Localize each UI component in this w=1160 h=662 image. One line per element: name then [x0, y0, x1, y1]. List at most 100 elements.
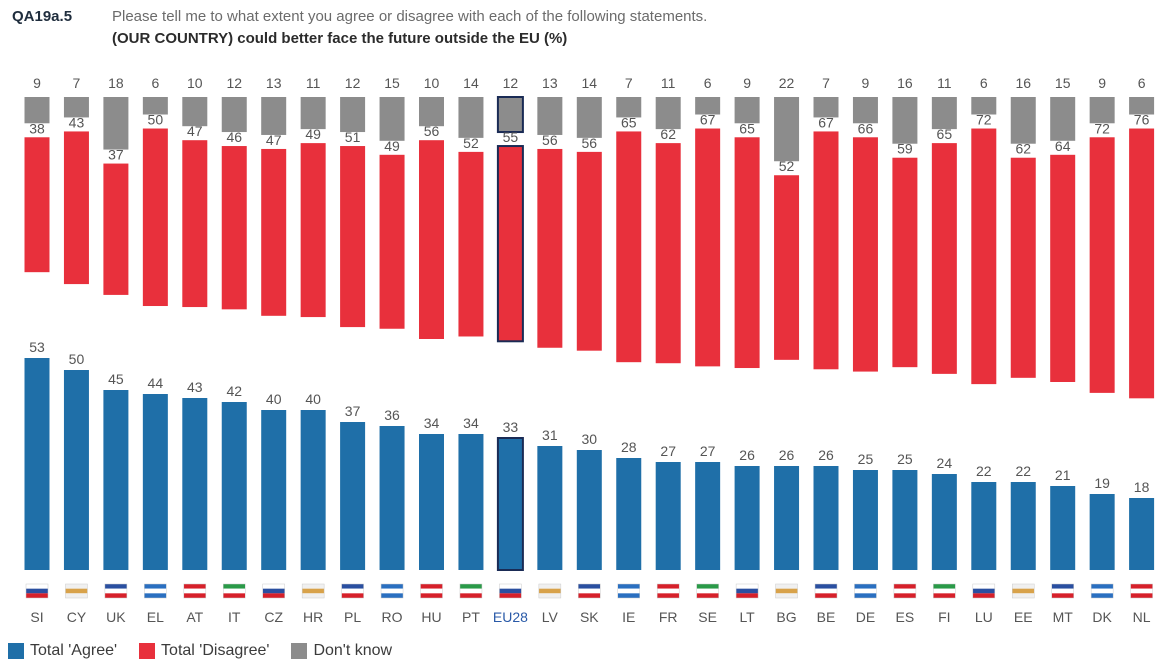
- bar-dontknow-eu28: [496, 96, 524, 134]
- label-agree-bg: 26: [779, 447, 795, 463]
- bar-agree-be: [813, 466, 839, 570]
- bar-disagree-cz: [261, 148, 287, 316]
- flag-icon-de: [854, 583, 877, 599]
- bar-agree-fr: [655, 462, 681, 570]
- bar-disagree-fr: [655, 143, 681, 364]
- legend-item-agree: Total 'Agree': [8, 642, 117, 660]
- bar-disagree-hu: [419, 140, 444, 339]
- bar-disagree-bg: [774, 175, 800, 360]
- flag-icon-el: [144, 583, 167, 599]
- category-label-ee: EE: [1014, 609, 1033, 625]
- bar-agree-mt: [1050, 486, 1076, 570]
- label-agree-ie: 28: [621, 439, 637, 455]
- bar-disagree-si: [24, 137, 50, 273]
- bar-disagree-mt: [1050, 154, 1076, 382]
- bar-disagree-eu28: [496, 145, 524, 343]
- category-label-dk: DK: [1092, 609, 1112, 625]
- bar-dontknow-pl: [340, 97, 366, 133]
- bar-dontknow-ie: [616, 97, 642, 118]
- bar-dontknow-ro: [379, 97, 405, 141]
- bar-dontknow-dk: [1089, 97, 1115, 124]
- bar-agree-bg: [774, 466, 800, 570]
- bar-disagree-be: [813, 131, 839, 370]
- label-dontknow-fi: 11: [937, 75, 952, 91]
- label-dontknow-si: 9: [33, 75, 41, 91]
- flag-icon-at: [183, 583, 207, 599]
- flag-icon-ee: [1012, 583, 1035, 599]
- label-dontknow-it: 12: [226, 75, 242, 91]
- label-disagree-lu: 72: [976, 112, 992, 128]
- bar-disagree-it: [221, 146, 247, 310]
- bar-disagree-lt: [734, 137, 760, 369]
- bar-agree-at: [182, 398, 208, 570]
- flag-icon-es: [893, 583, 917, 599]
- bar-dontknow-sk: [576, 97, 602, 138]
- bar-disagree-at: [182, 140, 208, 308]
- flag-icon-fi: [933, 583, 956, 599]
- category-label-fi: FI: [938, 609, 950, 625]
- label-agree-ee: 22: [1015, 463, 1031, 479]
- label-disagree-mt: 64: [1055, 138, 1071, 154]
- label-disagree-ee: 62: [1015, 141, 1031, 157]
- bar-disagree-cy: [63, 131, 89, 285]
- label-agree-dk: 19: [1094, 475, 1110, 491]
- bar-dontknow-si: [24, 97, 50, 124]
- category-label-be: BE: [817, 609, 836, 625]
- category-label-fr: FR: [659, 609, 678, 625]
- bar-dontknow-bg: [774, 97, 800, 162]
- bar-agree-lv: [537, 446, 563, 570]
- bar-agree-se: [695, 462, 721, 570]
- label-disagree-it: 46: [226, 129, 242, 145]
- label-agree-uk: 45: [108, 371, 124, 387]
- flag-icon-it: [223, 583, 246, 599]
- bar-agree-cy: [63, 370, 89, 570]
- flag-icon-lt: [735, 583, 759, 599]
- category-label-es: ES: [896, 609, 915, 625]
- flag-icon-si: [25, 583, 49, 599]
- bar-dontknow-fi: [931, 97, 957, 130]
- category-label-se: SE: [698, 609, 717, 625]
- bar-dontknow-se: [695, 97, 721, 115]
- category-label-ie: IE: [622, 609, 635, 625]
- label-dontknow-dk: 9: [1098, 75, 1106, 91]
- category-label-sk: SK: [580, 609, 599, 625]
- label-agree-hu: 34: [424, 415, 440, 431]
- label-disagree-eu28: 55: [503, 129, 519, 145]
- label-dontknow-se: 6: [704, 75, 712, 91]
- bar-disagree-el: [142, 128, 168, 307]
- label-agree-it: 42: [226, 383, 242, 399]
- flag-icon-pl: [341, 583, 364, 599]
- flag-icon-eu28: [499, 583, 522, 599]
- category-label-hu: HU: [421, 609, 441, 625]
- bar-dontknow-mt: [1050, 97, 1076, 141]
- bar-agree-el: [142, 394, 168, 570]
- label-dontknow-de: 9: [862, 75, 870, 91]
- category-label-at: AT: [186, 609, 203, 625]
- label-disagree-el: 50: [148, 112, 164, 128]
- bar-agree-ie: [616, 458, 642, 570]
- label-dontknow-lu: 6: [980, 75, 988, 91]
- label-dontknow-ee: 16: [1015, 75, 1031, 91]
- bar-dontknow-it: [221, 97, 247, 133]
- label-disagree-hr: 49: [305, 126, 321, 142]
- label-agree-el: 44: [148, 375, 164, 391]
- flag-icon-sk: [578, 583, 601, 599]
- label-dontknow-es: 16: [897, 75, 913, 91]
- label-dontknow-lt: 9: [743, 75, 751, 91]
- bar-agree-uk: [103, 390, 129, 570]
- label-agree-cy: 50: [69, 351, 85, 367]
- bar-agree-de: [852, 470, 878, 570]
- label-dontknow-nl: 6: [1138, 75, 1146, 91]
- bar-dontknow-be: [813, 97, 839, 118]
- category-label-uk: UK: [106, 609, 126, 625]
- label-agree-hr: 40: [305, 391, 321, 407]
- bar-dontknow-lt: [734, 97, 760, 124]
- label-disagree-sk: 56: [582, 135, 598, 151]
- flag-icon-hu: [420, 583, 443, 599]
- label-agree-pl: 37: [345, 403, 361, 419]
- label-dontknow-ie: 7: [625, 75, 633, 91]
- label-dontknow-at: 10: [187, 75, 203, 91]
- bar-disagree-ro: [379, 154, 405, 329]
- category-label-si: SI: [30, 609, 43, 625]
- label-disagree-be: 67: [818, 114, 834, 130]
